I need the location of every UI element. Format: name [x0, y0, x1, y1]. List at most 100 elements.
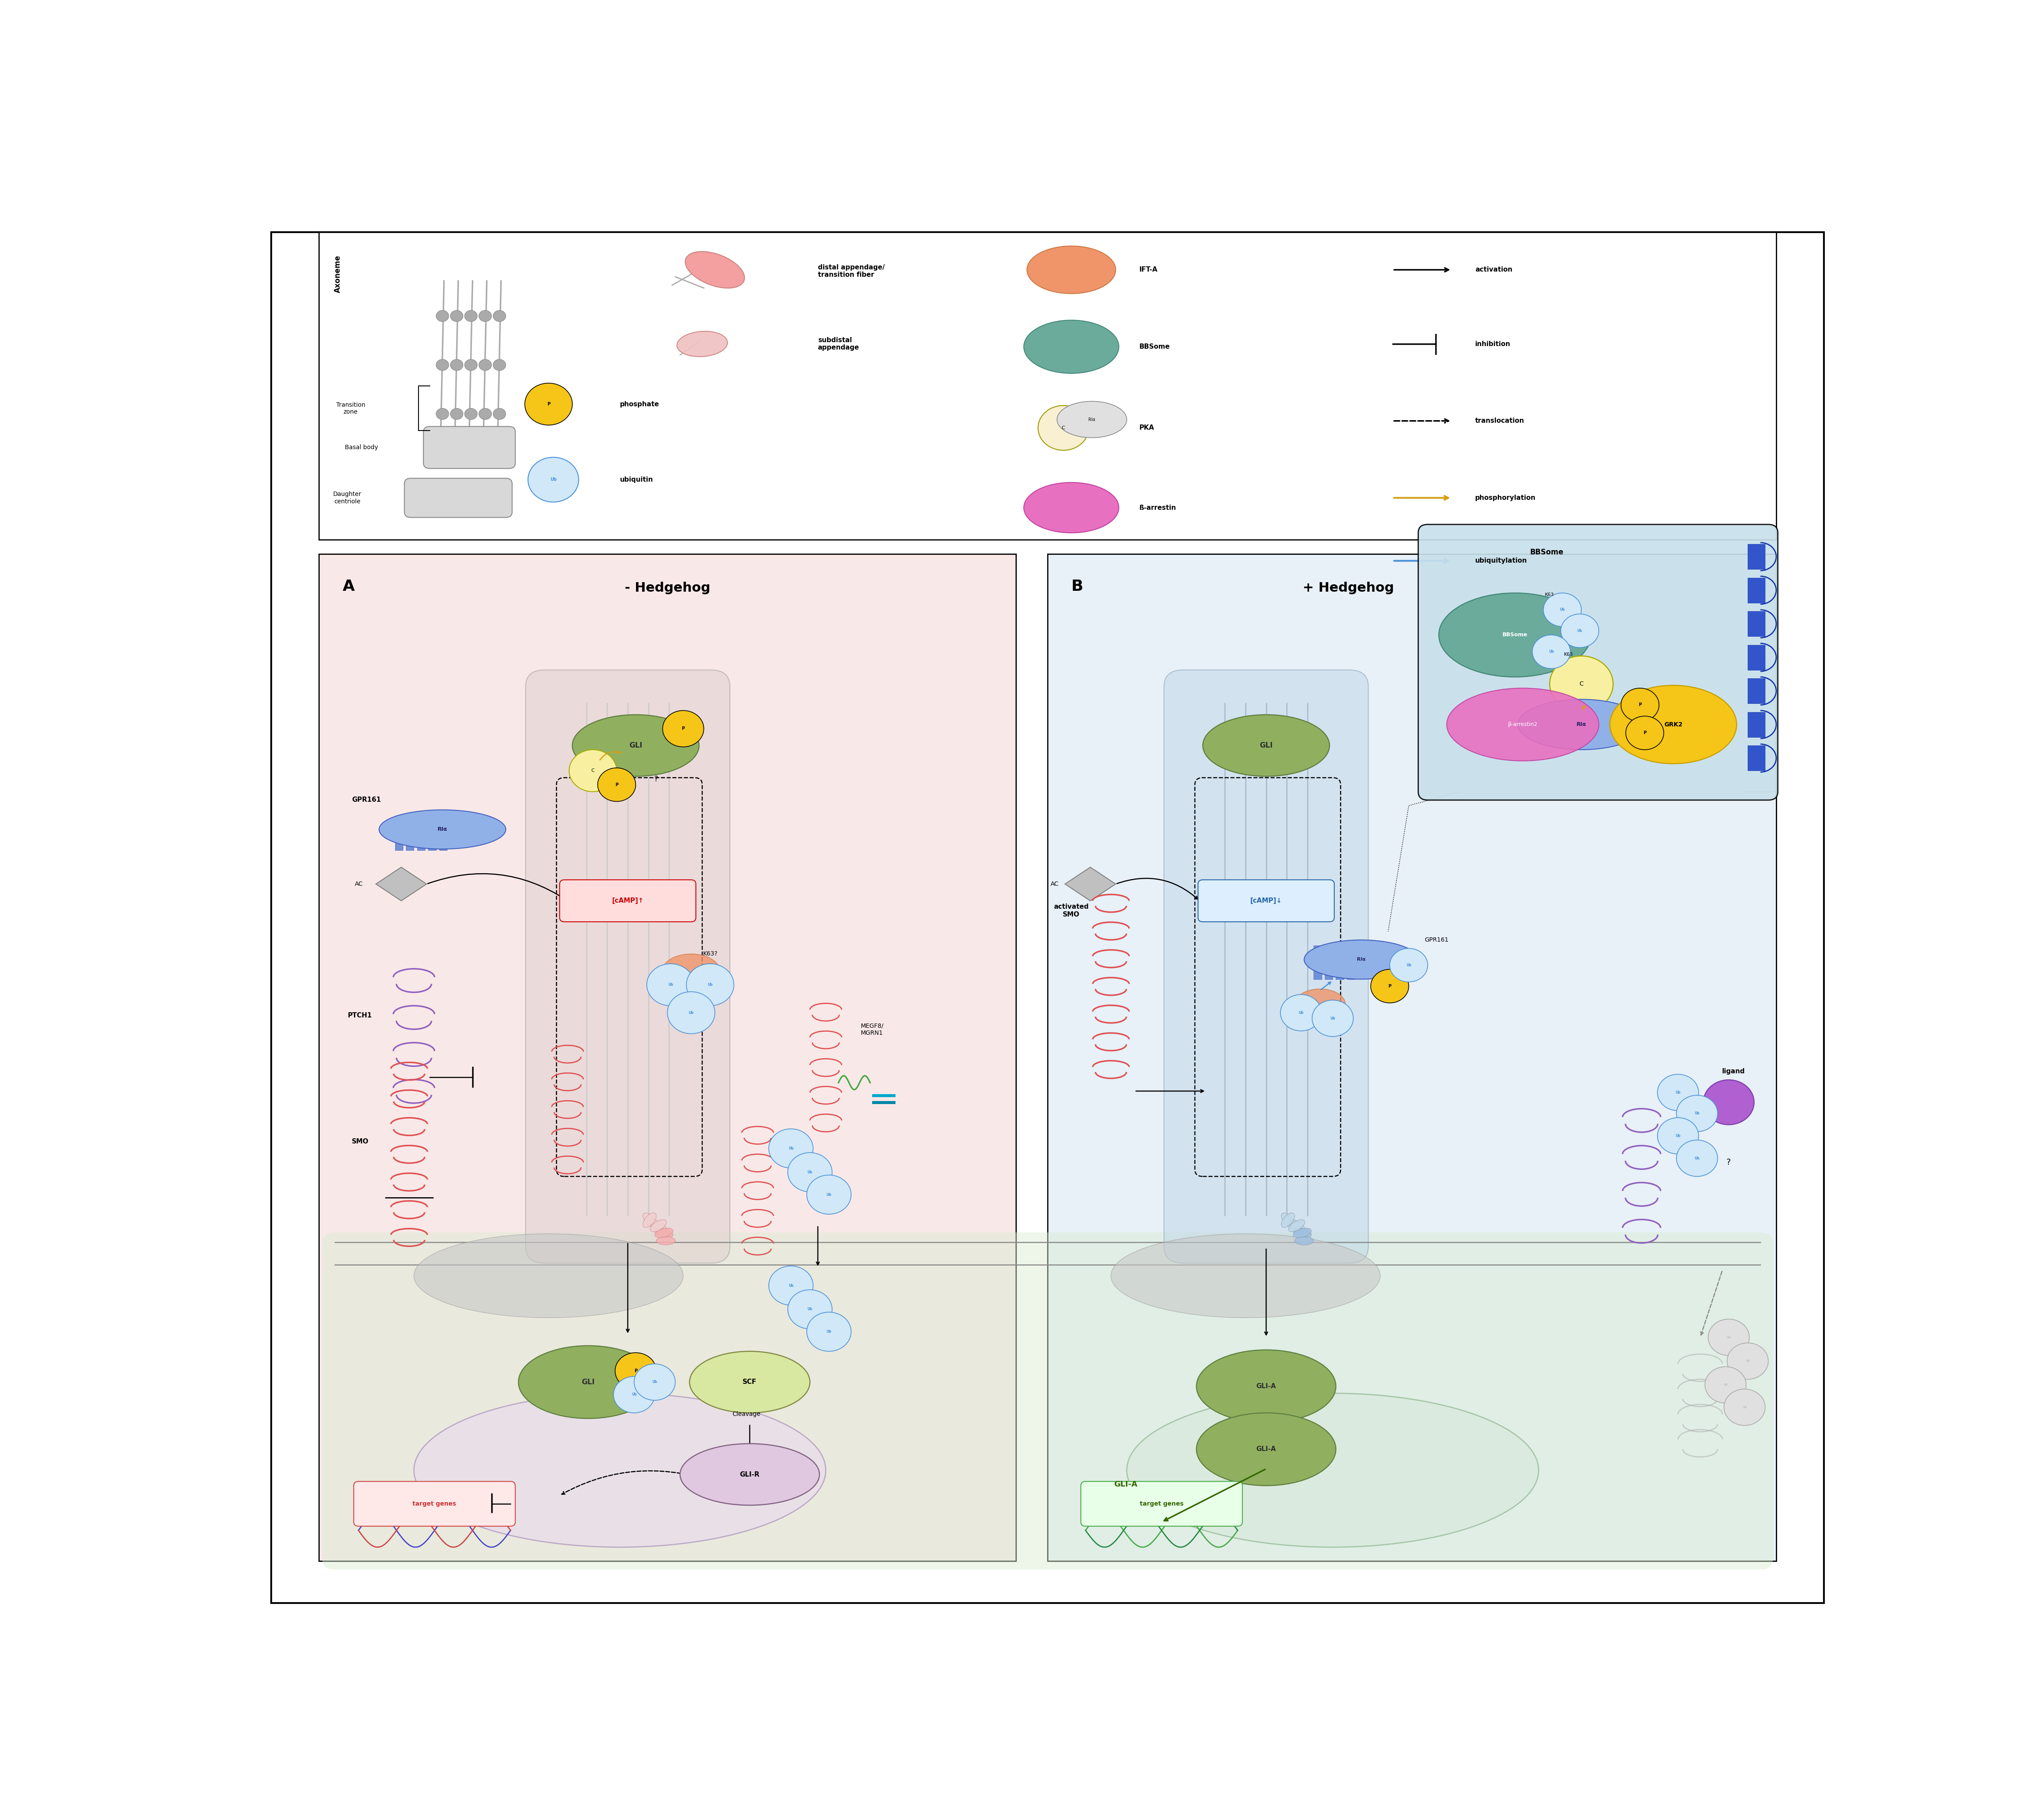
Circle shape — [493, 360, 505, 371]
Text: P: P — [634, 1368, 638, 1374]
Ellipse shape — [654, 1228, 672, 1237]
Text: Ub: Ub — [1746, 1359, 1750, 1363]
Circle shape — [666, 992, 715, 1034]
Text: BBSome: BBSome — [1502, 632, 1527, 638]
Bar — [1325, 945, 1333, 979]
Bar — [319, 233, 1776, 540]
Bar — [1748, 745, 1766, 770]
Circle shape — [769, 1128, 814, 1168]
Text: activated
SMO: activated SMO — [1055, 903, 1089, 918]
Text: Ub: Ub — [668, 983, 672, 987]
FancyBboxPatch shape — [1081, 1481, 1243, 1526]
Ellipse shape — [1282, 1214, 1294, 1228]
FancyBboxPatch shape — [525, 670, 730, 1263]
Bar — [1748, 543, 1766, 569]
Text: RIα: RIα — [1357, 958, 1365, 961]
Text: Ub: Ub — [789, 1147, 793, 1150]
Text: inhibition: inhibition — [1476, 342, 1511, 347]
Circle shape — [1621, 689, 1660, 721]
Circle shape — [450, 311, 464, 322]
Circle shape — [435, 409, 450, 420]
Text: [cAMP]↑: [cAMP]↑ — [611, 898, 644, 905]
Circle shape — [450, 360, 464, 371]
FancyBboxPatch shape — [560, 879, 695, 921]
Polygon shape — [376, 867, 427, 901]
Text: BBSome: BBSome — [1139, 343, 1169, 351]
Text: RIα: RIα — [1087, 418, 1096, 422]
Text: Ub: Ub — [1727, 1335, 1731, 1339]
Ellipse shape — [677, 331, 728, 356]
Ellipse shape — [1112, 1234, 1380, 1317]
Text: phosphorylation: phosphorylation — [1476, 494, 1535, 501]
Circle shape — [478, 311, 491, 322]
Text: subdistal
appendage: subdistal appendage — [818, 336, 858, 351]
Ellipse shape — [572, 714, 699, 776]
Text: Ub: Ub — [652, 1381, 658, 1385]
Circle shape — [493, 409, 505, 420]
Circle shape — [478, 360, 491, 371]
Circle shape — [464, 360, 478, 371]
Text: distal appendage/
transition fiber: distal appendage/ transition fiber — [818, 263, 885, 278]
Circle shape — [1676, 1139, 1717, 1176]
Circle shape — [527, 458, 578, 501]
Text: target genes: target genes — [413, 1501, 456, 1506]
Text: MEGF8/
MGRN1: MEGF8/ MGRN1 — [861, 1023, 883, 1036]
Text: P: P — [548, 402, 550, 407]
Text: GLI-R: GLI-R — [740, 1472, 760, 1477]
Text: Ub: Ub — [1406, 963, 1410, 967]
Text: Ub: Ub — [707, 983, 713, 987]
Ellipse shape — [1288, 1219, 1304, 1232]
Text: ß-arrestin: ß-arrestin — [1139, 505, 1177, 511]
Circle shape — [597, 769, 636, 801]
Text: P: P — [1643, 730, 1645, 736]
Ellipse shape — [413, 1394, 826, 1548]
Ellipse shape — [413, 1234, 683, 1317]
Text: B: B — [1071, 580, 1083, 594]
Ellipse shape — [1057, 402, 1126, 438]
Text: AC: AC — [1051, 881, 1059, 887]
Text: - Hedgehog: - Hedgehog — [625, 581, 709, 594]
Circle shape — [1543, 592, 1582, 627]
Text: Ub: Ub — [1549, 650, 1553, 654]
Text: GLI: GLI — [583, 1377, 595, 1386]
Text: PTCH1: PTCH1 — [347, 1012, 372, 1019]
Ellipse shape — [1447, 689, 1598, 761]
Circle shape — [1658, 1074, 1699, 1110]
Ellipse shape — [1126, 1394, 1539, 1548]
Text: Ub: Ub — [550, 478, 556, 482]
Ellipse shape — [1611, 685, 1737, 763]
Ellipse shape — [685, 251, 744, 289]
Circle shape — [1372, 968, 1408, 1003]
Text: + Hedgehog: + Hedgehog — [1302, 581, 1394, 594]
Text: IFT-A: IFT-A — [1139, 267, 1157, 273]
Ellipse shape — [378, 810, 505, 849]
Text: P: P — [681, 727, 685, 730]
Text: SMO: SMO — [352, 1137, 368, 1145]
Text: C: C — [1580, 681, 1584, 687]
Bar — [1748, 578, 1766, 603]
Text: BBSome: BBSome — [1531, 549, 1564, 556]
Text: activation: activation — [1476, 267, 1513, 273]
Text: ubiquitylation: ubiquitylation — [1476, 558, 1527, 563]
Text: AC: AC — [356, 881, 364, 887]
Circle shape — [1723, 1388, 1766, 1426]
Text: A: A — [343, 580, 356, 594]
Ellipse shape — [1439, 592, 1590, 678]
Text: SCF: SCF — [742, 1379, 756, 1385]
Bar — [407, 816, 413, 850]
Circle shape — [662, 710, 703, 747]
Text: RIα: RIα — [437, 827, 448, 832]
Circle shape — [787, 1152, 832, 1192]
Circle shape — [435, 360, 450, 371]
Text: Basal body: Basal body — [345, 445, 378, 451]
Bar — [1748, 678, 1766, 703]
Text: P: P — [615, 783, 617, 787]
Text: Ub: Ub — [1694, 1156, 1699, 1161]
Text: Ub: Ub — [807, 1308, 811, 1312]
Bar — [1347, 945, 1355, 979]
Bar — [1748, 645, 1766, 670]
Text: ?: ? — [1727, 1157, 1731, 1167]
Ellipse shape — [1288, 1219, 1304, 1232]
Circle shape — [807, 1312, 850, 1352]
Bar — [1748, 611, 1766, 636]
